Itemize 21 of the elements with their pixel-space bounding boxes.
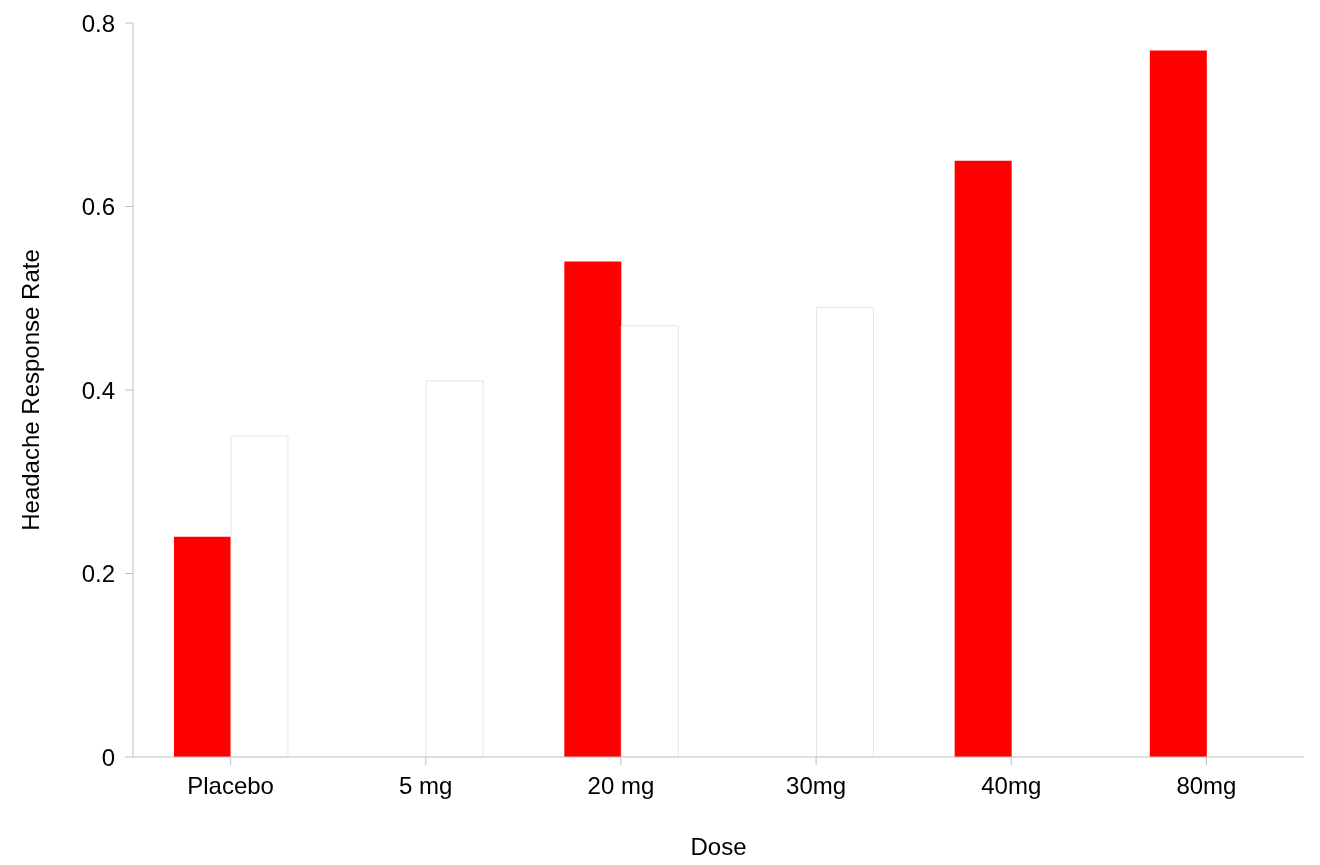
x-tick-label: 5 mg	[399, 772, 453, 800]
x-axis-title: Dose	[690, 833, 747, 860]
x-tick-label: 40mg	[981, 772, 1042, 800]
x-tick-label: 20 mg	[587, 772, 655, 800]
x-tick-label: 80mg	[1176, 772, 1237, 800]
y-tick-label: 0.6	[81, 193, 115, 221]
bar	[620, 325, 679, 757]
bar	[173, 536, 231, 757]
y-axis-title: Headache Response Rate	[16, 249, 44, 531]
bar	[954, 160, 1012, 757]
bar	[1149, 50, 1207, 757]
bar	[815, 306, 874, 757]
y-tick-label: 0	[101, 743, 115, 771]
x-tick-label: Placebo	[187, 772, 274, 800]
bar	[425, 380, 484, 757]
y-tick-label: 0.8	[81, 9, 115, 37]
bar	[230, 435, 289, 757]
y-tick-label: 0.2	[81, 560, 115, 588]
y-tick-label: 0.4	[81, 376, 115, 404]
bar	[564, 261, 622, 757]
x-tick-label: 30mg	[786, 772, 847, 800]
